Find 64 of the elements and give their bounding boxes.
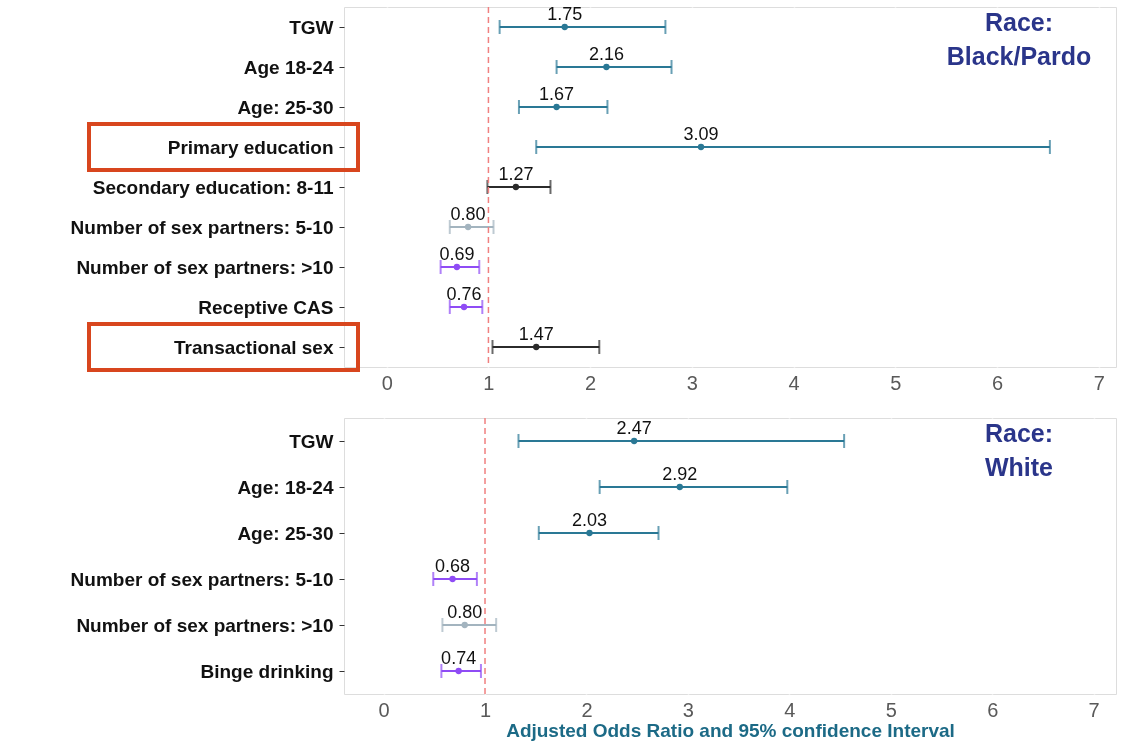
x-tick-label: 5 (890, 371, 902, 394)
point (630, 437, 638, 445)
y-tick-label: Age: 18-24 (237, 476, 334, 498)
y-tick-label: Primary education (167, 136, 334, 158)
data-label: 3.09 (683, 124, 719, 144)
y-tick-label: Age: 25-30 (237, 96, 334, 118)
point (461, 621, 468, 629)
annotation: Race: Black/Pardo (946, 8, 1092, 70)
y-tick-label: Number of sex partners: 5-10 (70, 216, 334, 238)
y-tick-label: Receptive CAS (198, 296, 334, 318)
point (460, 303, 468, 311)
x-tick-label: 0 (378, 698, 390, 721)
data-label: 0.68 (435, 556, 471, 576)
point (464, 223, 472, 231)
point (603, 63, 610, 71)
data-label: 2.92 (662, 464, 698, 484)
data-label: 2.16 (588, 44, 624, 64)
data-label: 1.75 (547, 4, 583, 24)
point (586, 529, 593, 537)
point (676, 483, 683, 491)
x-tick-label: 7 (1088, 698, 1100, 721)
x-tick-label: 2 (581, 698, 593, 721)
point (533, 343, 540, 351)
x-tick-label: 3 (686, 371, 698, 394)
y-tick-label: Age 18-24 (243, 56, 334, 78)
point (453, 263, 461, 271)
y-tick-label: Number of sex partners: >10 (76, 614, 334, 636)
x-tick-label: 1 (479, 698, 492, 721)
data-label: 0.80 (447, 602, 483, 622)
data-label: 2.47 (616, 418, 652, 438)
x-tick-label: 3 (682, 698, 694, 721)
x-tick-label: 6 (987, 698, 999, 721)
data-label: 1.27 (498, 164, 534, 184)
data-label: 0.74 (441, 648, 477, 668)
annotation: Race: White (984, 419, 1054, 481)
y-tick-label: Binge drinking (200, 660, 334, 682)
y-tick-label: Transactional sex (174, 336, 334, 358)
point (455, 667, 462, 675)
x-tick-label: 5 (885, 698, 897, 721)
y-tick-label: Number of sex partners: 5-10 (70, 568, 334, 590)
x-axis-title: Adjusted Odds Ratio and 95% confidence Interval (506, 719, 955, 741)
x-tick-label: 0 (381, 371, 393, 394)
point (553, 103, 560, 111)
x-tick-label: 1 (483, 371, 495, 394)
point (512, 183, 520, 191)
x-tick-label: 4 (784, 698, 796, 721)
data-label: 2.03 (571, 510, 608, 530)
x-tick-label: 4 (788, 371, 800, 394)
data-label: 1.47 (518, 324, 554, 344)
x-tick-label: 7 (1093, 371, 1105, 394)
point (697, 143, 705, 151)
y-tick-label: Secondary education: 8-11 (92, 176, 334, 198)
y-tick-label: TGW (289, 16, 334, 38)
y-tick-label: Number of sex partners: >10 (76, 256, 334, 278)
point (561, 23, 568, 31)
point (449, 575, 456, 583)
data-label: 0.80 (450, 204, 486, 224)
data-label: 0.76 (446, 284, 482, 304)
y-tick-label: TGW (289, 430, 334, 452)
y-tick-label: Age: 25-30 (237, 522, 334, 544)
data-label: 1.67 (539, 84, 575, 104)
x-tick-label: 6 (991, 371, 1004, 394)
x-tick-label: 2 (585, 371, 597, 394)
data-label: 0.69 (439, 244, 475, 264)
